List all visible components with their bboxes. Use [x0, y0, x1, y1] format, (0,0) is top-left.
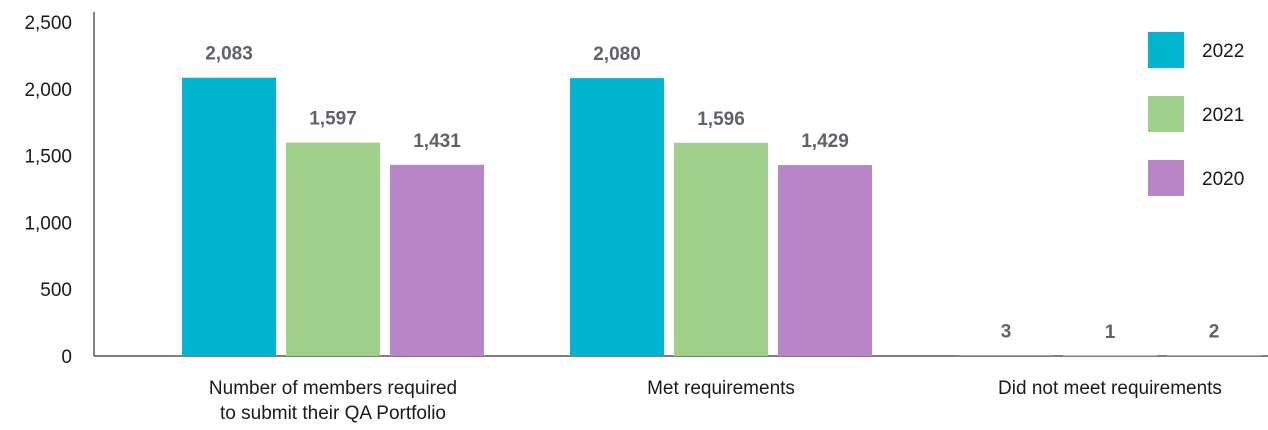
data-label: 1,596 [697, 109, 745, 130]
bar-2021-1 [674, 142, 768, 356]
data-label: 1,429 [801, 131, 849, 152]
y-tick-label: 0 [61, 347, 72, 368]
data-label: 1,597 [309, 109, 357, 130]
legend-label: 2022 [1202, 41, 1244, 62]
bar-2020-0 [390, 164, 484, 356]
data-label: 3 [1001, 322, 1012, 343]
x-tick-label: Did not meet requirements [998, 378, 1222, 399]
x-tick-label: Number of members required to submit thei… [209, 378, 457, 424]
y-tick-label: 1,500 [24, 147, 72, 168]
data-label: 2 [1209, 322, 1220, 343]
bar-2022-0 [182, 77, 276, 357]
legend-swatch-2020 [1148, 160, 1184, 196]
x-axis: Number of members required to submit thei… [94, 355, 1268, 424]
bar-2021-2 [1063, 355, 1157, 356]
data-label: 1 [1105, 322, 1116, 343]
y-tick-label: 1,000 [24, 213, 72, 234]
bar-2020-1 [778, 165, 872, 356]
bar-2021-0 [286, 142, 380, 356]
data-labels: 2,083 1,597 1,431 2,080 1,596 1,429 3 1 2 [205, 44, 1219, 343]
bars [182, 77, 1261, 357]
bar-2022-2 [959, 355, 1053, 356]
legend: 2022 2021 2020 [1148, 32, 1244, 196]
legend-swatch-2022 [1148, 32, 1184, 68]
bar-2022-1 [570, 78, 664, 356]
legend-swatch-2021 [1148, 96, 1184, 132]
y-tick-label: 2,000 [24, 80, 72, 101]
y-tick-label: 500 [40, 280, 72, 301]
data-label: 1,431 [413, 131, 461, 152]
legend-label: 2021 [1202, 105, 1244, 126]
data-label: 2,080 [593, 44, 641, 65]
data-label: 2,083 [205, 44, 253, 65]
x-tick-label: Met requirements [647, 378, 795, 399]
bar-2020-2 [1167, 355, 1261, 356]
legend-label: 2020 [1202, 169, 1244, 190]
y-tick-label: 2,500 [24, 13, 72, 34]
y-axis: 0 500 1,000 1,500 2,000 2,500 [24, 12, 95, 368]
